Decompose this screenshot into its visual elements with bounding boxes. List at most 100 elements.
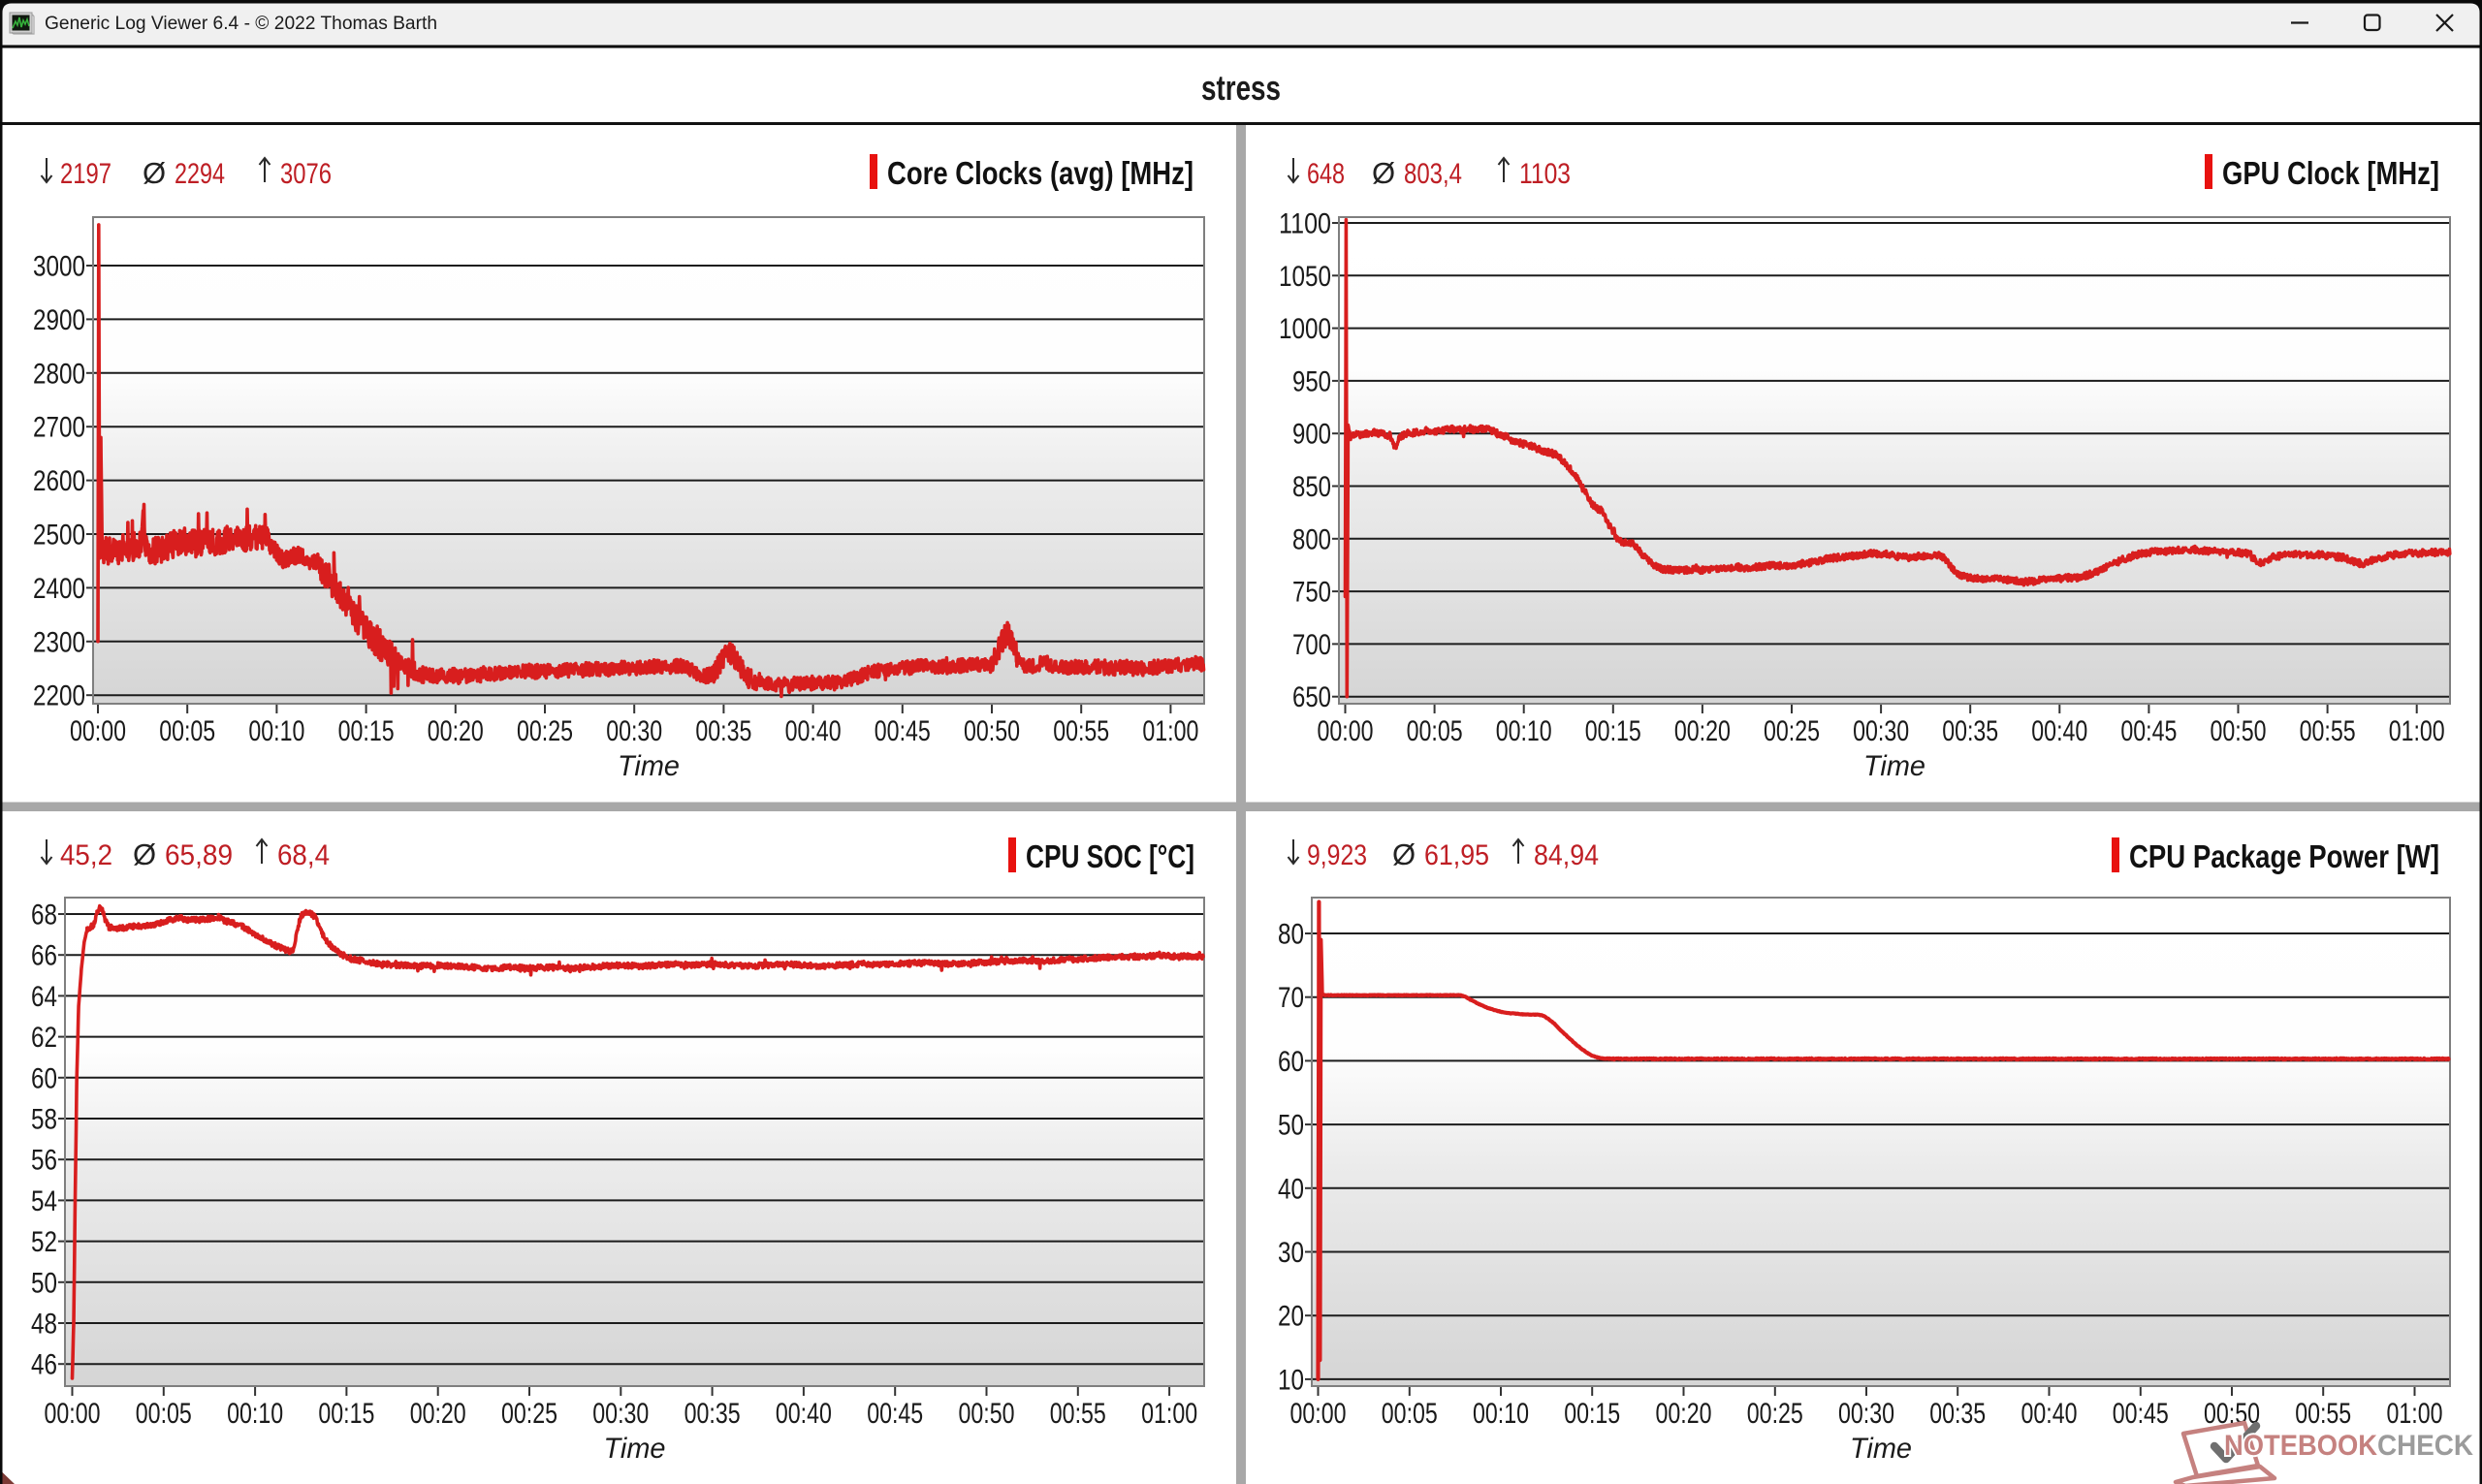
svg-text:52: 52 — [31, 1226, 57, 1258]
svg-text:00:50: 00:50 — [964, 715, 1020, 747]
svg-text:2197: 2197 — [60, 158, 111, 190]
svg-text:stress: stress — [1201, 68, 1281, 108]
svg-text:CHECK: CHECK — [2377, 1430, 2473, 1462]
svg-text:Time: Time — [604, 1433, 666, 1465]
svg-text:00:50: 00:50 — [959, 1398, 1015, 1430]
svg-text:01:00: 01:00 — [1142, 715, 1198, 747]
svg-text:30: 30 — [1278, 1237, 1304, 1269]
svg-text:Ø: Ø — [143, 156, 166, 190]
svg-text:700: 700 — [1292, 629, 1331, 661]
svg-text:2700: 2700 — [33, 412, 85, 444]
svg-text:20: 20 — [1278, 1301, 1304, 1333]
svg-text:Time: Time — [1850, 1433, 1912, 1465]
svg-text:Core Clocks (avg) [MHz]: Core Clocks (avg) [MHz] — [887, 155, 1193, 191]
svg-text:00:55: 00:55 — [2300, 715, 2356, 747]
svg-text:56: 56 — [31, 1145, 57, 1177]
svg-text:NOTEBOOK: NOTEBOOK — [2224, 1430, 2377, 1462]
svg-text:00:15: 00:15 — [1585, 715, 1641, 747]
svg-text:00:00: 00:00 — [1290, 1398, 1347, 1430]
svg-text:61,95: 61,95 — [1424, 839, 1489, 871]
svg-text:CPU SOC [°C]: CPU SOC [°C] — [1026, 838, 1194, 874]
svg-text:2294: 2294 — [175, 158, 225, 190]
svg-text:Ø: Ø — [1372, 156, 1395, 190]
svg-text:00:30: 00:30 — [592, 1398, 649, 1430]
svg-text:00:20: 00:20 — [428, 715, 484, 747]
svg-text:00:25: 00:25 — [1747, 1398, 1803, 1430]
svg-text:00:20: 00:20 — [1656, 1398, 1712, 1430]
svg-text:3000: 3000 — [33, 251, 85, 283]
svg-text:2600: 2600 — [33, 465, 85, 497]
svg-text:800: 800 — [1292, 523, 1331, 555]
svg-text:3076: 3076 — [280, 158, 332, 190]
svg-text:Ø: Ø — [1392, 837, 1416, 871]
svg-text:950: 950 — [1292, 365, 1331, 397]
svg-text:65,89: 65,89 — [165, 839, 233, 871]
svg-text:00:55: 00:55 — [1053, 715, 1109, 747]
svg-text:00:10: 00:10 — [248, 715, 304, 747]
svg-text:00:15: 00:15 — [338, 715, 395, 747]
svg-text:00:50: 00:50 — [2211, 715, 2267, 747]
svg-text:00:05: 00:05 — [1407, 715, 1463, 747]
svg-text:Ø: Ø — [133, 837, 156, 871]
svg-text:50: 50 — [31, 1267, 57, 1299]
svg-text:60: 60 — [31, 1062, 57, 1094]
svg-text:00:30: 00:30 — [1838, 1398, 1894, 1430]
svg-text:00:15: 00:15 — [318, 1398, 374, 1430]
svg-text:68: 68 — [31, 900, 57, 931]
svg-text:54: 54 — [31, 1185, 57, 1217]
svg-text:00:20: 00:20 — [410, 1398, 466, 1430]
svg-text:Time: Time — [1863, 750, 1925, 782]
svg-text:CPU Package Power [W]: CPU Package Power [W] — [2129, 838, 2439, 874]
svg-text:00:05: 00:05 — [136, 1398, 192, 1430]
svg-text:00:00: 00:00 — [1318, 715, 1374, 747]
svg-text:00:55: 00:55 — [2295, 1398, 2351, 1430]
svg-text:648: 648 — [1307, 158, 1345, 190]
svg-text:803,4: 803,4 — [1404, 158, 1462, 190]
svg-text:00:00: 00:00 — [70, 715, 126, 747]
svg-text:2800: 2800 — [33, 358, 85, 390]
svg-text:00:05: 00:05 — [1382, 1398, 1438, 1430]
svg-text:00:05: 00:05 — [159, 715, 215, 747]
svg-text:1050: 1050 — [1279, 261, 1331, 293]
svg-text:2200: 2200 — [33, 680, 85, 712]
svg-text:900: 900 — [1292, 419, 1331, 451]
svg-text:00:00: 00:00 — [45, 1398, 101, 1430]
svg-text:9,923: 9,923 — [1307, 839, 1367, 871]
svg-text:48: 48 — [31, 1309, 57, 1341]
svg-text:00:40: 00:40 — [776, 1398, 832, 1430]
svg-text:00:45: 00:45 — [2120, 715, 2177, 747]
svg-text:00:25: 00:25 — [1764, 715, 1820, 747]
svg-text:10: 10 — [1278, 1364, 1304, 1396]
svg-text:1100: 1100 — [1279, 208, 1331, 240]
svg-text:00:45: 00:45 — [867, 1398, 923, 1430]
svg-text:2300: 2300 — [33, 626, 85, 658]
svg-text:01:00: 01:00 — [2387, 1398, 2443, 1430]
svg-text:00:30: 00:30 — [606, 715, 662, 747]
svg-text:Generic Log Viewer 6.4 - © 202: Generic Log Viewer 6.4 - © 2022 Thomas B… — [45, 14, 437, 34]
svg-text:2500: 2500 — [33, 520, 85, 552]
svg-text:Time: Time — [618, 750, 680, 782]
svg-text:58: 58 — [31, 1104, 57, 1136]
svg-text:00:35: 00:35 — [695, 715, 751, 747]
svg-text:68,4: 68,4 — [277, 839, 330, 871]
svg-text:2900: 2900 — [33, 304, 85, 336]
svg-text:00:20: 00:20 — [1674, 715, 1731, 747]
svg-text:00:40: 00:40 — [2021, 1398, 2078, 1430]
svg-text:00:15: 00:15 — [1564, 1398, 1620, 1430]
svg-text:00:35: 00:35 — [1942, 715, 1998, 747]
svg-text:2400: 2400 — [33, 573, 85, 605]
svg-text:62: 62 — [31, 1022, 57, 1054]
svg-text:00:10: 00:10 — [1473, 1398, 1529, 1430]
svg-text:650: 650 — [1292, 681, 1331, 713]
svg-text:1103: 1103 — [1519, 158, 1571, 190]
svg-text:00:40: 00:40 — [785, 715, 842, 747]
svg-text:46: 46 — [31, 1349, 57, 1381]
svg-text:00:35: 00:35 — [1929, 1398, 1986, 1430]
svg-text:GPU Clock [MHz]: GPU Clock [MHz] — [2222, 155, 2439, 191]
svg-text:00:30: 00:30 — [1853, 715, 1909, 747]
svg-text:00:10: 00:10 — [1496, 715, 1552, 747]
svg-text:64: 64 — [31, 981, 57, 1013]
svg-text:00:25: 00:25 — [501, 1398, 557, 1430]
svg-text:66: 66 — [31, 940, 57, 972]
svg-text:60: 60 — [1278, 1046, 1304, 1078]
